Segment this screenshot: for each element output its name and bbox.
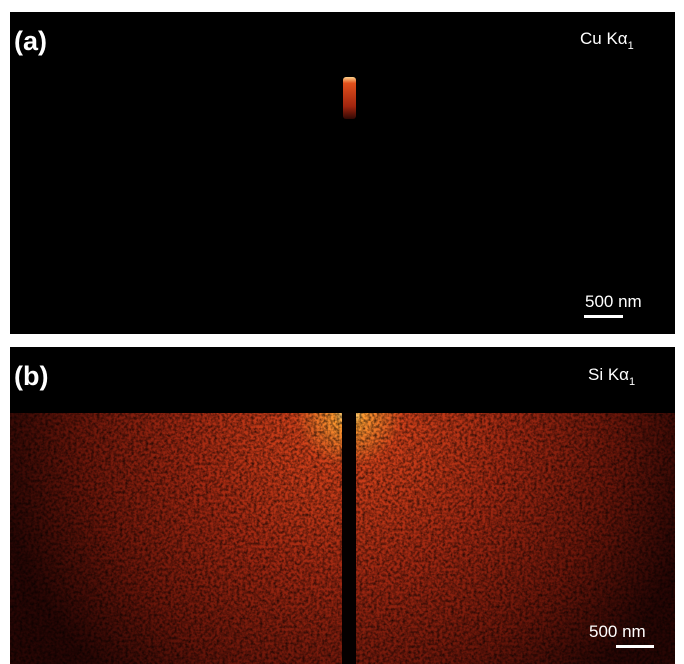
scale-bar — [584, 315, 623, 318]
panel-label: (a) — [14, 26, 47, 56]
scale-bar — [616, 645, 654, 648]
line-name: Si Kα — [588, 365, 629, 384]
line-subscript: 1 — [629, 376, 635, 388]
line-subscript: 1 — [628, 40, 634, 52]
diffraction-streak — [343, 77, 356, 119]
emission-line: Cu Kα1 — [580, 29, 634, 52]
panel-background — [10, 12, 675, 334]
panel-a: (a) Cu Kα1 500 nm — [10, 12, 675, 334]
panel-b: (b) Si Kα1 500 nm — [10, 347, 675, 664]
beam-stop — [342, 413, 356, 664]
line-name: Cu Kα — [580, 29, 628, 48]
panel-label: (b) — [14, 361, 48, 391]
scale-bar-label: 500 nm — [589, 622, 646, 641]
scale-bar-label: 500 nm — [585, 292, 642, 311]
emission-line: Si Kα1 — [588, 365, 635, 388]
